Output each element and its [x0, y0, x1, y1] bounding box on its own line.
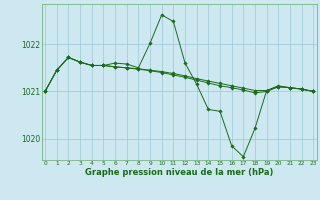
- X-axis label: Graphe pression niveau de la mer (hPa): Graphe pression niveau de la mer (hPa): [85, 168, 273, 177]
